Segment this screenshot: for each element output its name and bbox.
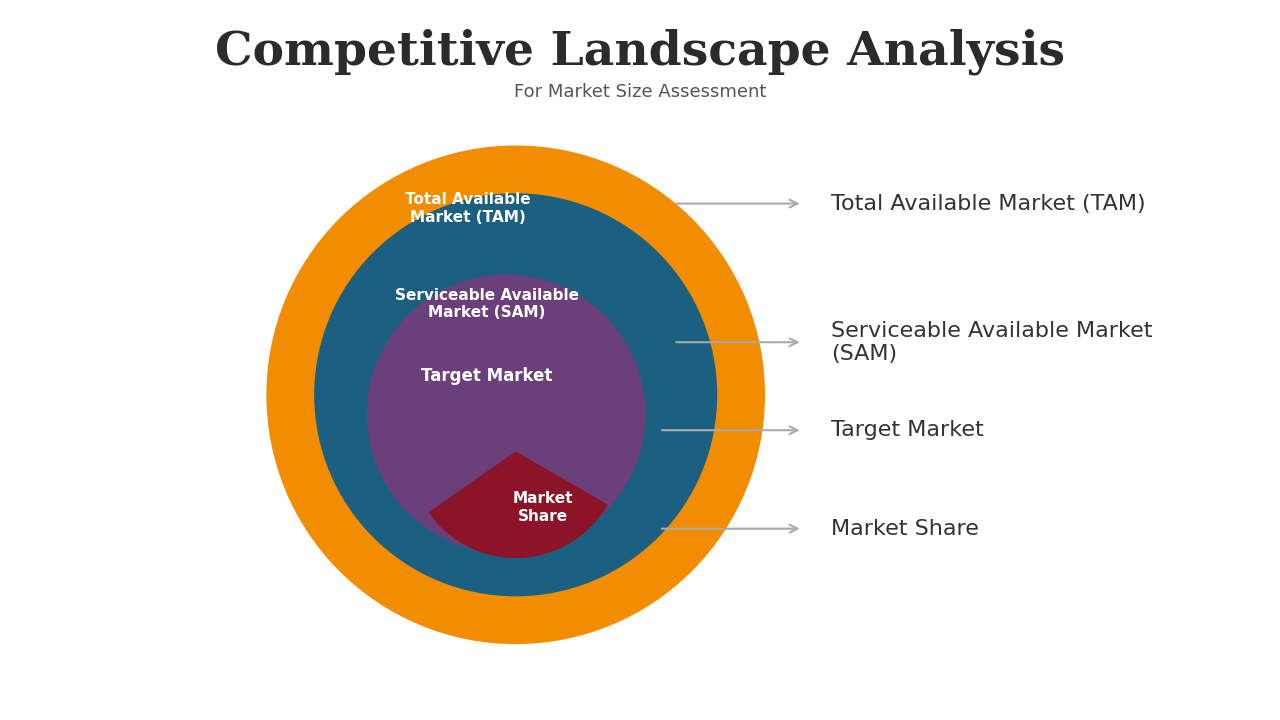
- Text: Serviceable Available Market
(SAM): Serviceable Available Market (SAM): [831, 320, 1153, 364]
- Circle shape: [367, 275, 645, 553]
- Text: Market
Share: Market Share: [512, 492, 572, 524]
- Wedge shape: [430, 452, 607, 557]
- Text: Competitive Landscape Analysis: Competitive Landscape Analysis: [215, 29, 1065, 76]
- Text: Serviceable Available
Market (SAM): Serviceable Available Market (SAM): [396, 288, 579, 320]
- Text: Target Market: Target Market: [831, 420, 984, 440]
- Text: For Market Size Assessment: For Market Size Assessment: [513, 83, 767, 101]
- Text: Total Available
Market (TAM): Total Available Market (TAM): [404, 192, 531, 225]
- Circle shape: [268, 146, 764, 644]
- Text: Market Share: Market Share: [831, 518, 979, 539]
- Text: Total Available Market (TAM): Total Available Market (TAM): [831, 194, 1146, 214]
- Text: Target Market: Target Market: [421, 366, 553, 384]
- Circle shape: [315, 194, 717, 595]
